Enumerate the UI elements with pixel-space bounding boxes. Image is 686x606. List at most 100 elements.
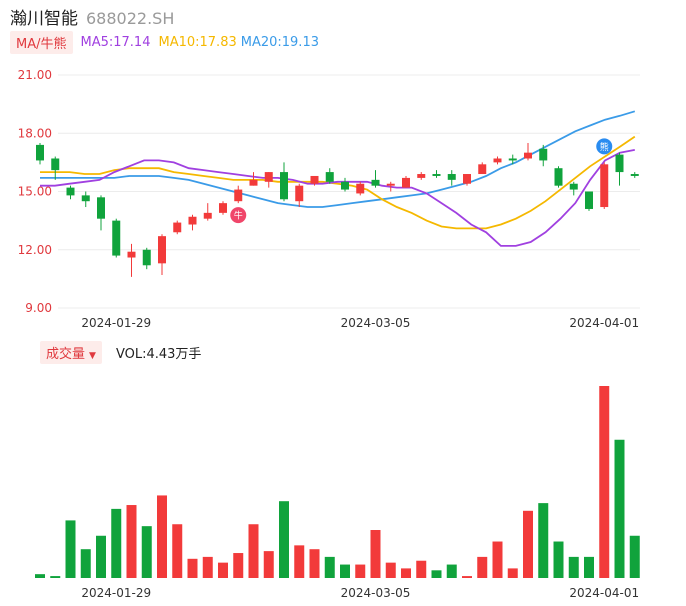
volume-bar	[294, 545, 305, 578]
volume-bar	[385, 562, 396, 578]
candle-body	[386, 183, 395, 186]
candle-body	[142, 249, 151, 266]
candle-body	[66, 187, 75, 196]
candlestick	[585, 191, 593, 211]
volume-bar	[187, 558, 198, 578]
volume-bar	[202, 556, 213, 578]
candlestick	[493, 156, 502, 165]
candlestick	[386, 181, 395, 192]
volume-indicator-label: 成交量	[46, 346, 86, 362]
marker-badge	[230, 207, 247, 224]
ma10-value: MA10:17.83	[158, 34, 237, 50]
signal-markers: 牛熊	[230, 138, 613, 224]
y-tick-label: 9.00	[25, 301, 52, 315]
price-x-axis-labels: 2024-01-29 2024-03-05 2024-04-01	[81, 316, 639, 330]
candle-body	[310, 175, 319, 184]
candlestick	[142, 247, 151, 270]
candle-body	[569, 183, 578, 190]
candle-body	[478, 164, 487, 175]
candlestick	[402, 175, 410, 188]
candle-body	[432, 174, 441, 176]
volume-bar	[65, 520, 76, 578]
candlestick	[356, 181, 365, 196]
candlesticks	[36, 142, 639, 277]
candlestick	[173, 220, 182, 235]
stock-code: 688022.SH	[86, 9, 175, 28]
candlestick	[554, 166, 563, 188]
volume-bar	[50, 576, 61, 578]
volume-bars	[35, 386, 640, 578]
caret-down-icon: ▼	[89, 350, 96, 361]
candle-body	[127, 251, 136, 258]
candle-body	[295, 185, 304, 202]
volume-value: VOL:4.43万手	[115, 346, 202, 362]
candlestick	[36, 142, 44, 165]
candlestick	[371, 170, 380, 188]
volume-bar	[614, 439, 625, 578]
ma20-line	[40, 110, 636, 208]
candle-body	[325, 172, 334, 182]
candlestick	[295, 183, 304, 208]
candlestick	[600, 162, 609, 209]
volume-bar	[279, 501, 289, 578]
candle-body	[371, 179, 380, 186]
candle-body	[219, 203, 227, 213]
x-tick-label: 2024-04-01	[569, 316, 639, 330]
volume-bar	[309, 549, 320, 578]
candle-body	[203, 212, 212, 219]
candlestick	[524, 142, 532, 161]
candlestick	[463, 174, 471, 186]
candle-body	[264, 172, 273, 182]
y-tick-label: 21.00	[18, 68, 52, 82]
volume-bar	[263, 551, 274, 578]
candle-body	[554, 168, 563, 186]
ma-indicator-selector[interactable]: MA/牛熊	[10, 30, 73, 54]
candle-body	[508, 158, 517, 161]
volume-bar	[599, 386, 610, 578]
candlestick	[432, 170, 441, 178]
volume-bar	[96, 535, 106, 578]
volume-bar	[141, 526, 152, 578]
candle-body	[524, 152, 532, 159]
candlestick	[127, 243, 136, 277]
candlestick	[508, 154, 517, 165]
candlestick	[97, 195, 105, 231]
volume-bar	[431, 570, 442, 578]
ma5-line	[40, 149, 635, 247]
candle-body	[615, 154, 624, 173]
candle-body	[97, 197, 105, 219]
marker-label: 牛	[234, 210, 243, 222]
candlestick	[51, 156, 60, 180]
candlestick	[249, 172, 258, 186]
volume-bar	[80, 549, 91, 578]
volume-bar	[553, 541, 564, 578]
ma5-value: MA5:17.14	[80, 34, 151, 50]
candlestick	[325, 168, 334, 184]
x-tick-label: 2024-04-01	[569, 586, 639, 600]
volume-bar	[111, 508, 122, 578]
ma20-value: MA20:19.13	[240, 34, 319, 50]
volume-bar	[218, 562, 228, 578]
ma-legend: MA/牛熊 MA5:17.14 MA10:17.83 MA20:19.13	[10, 30, 319, 54]
price-axis-labels: 21.00 18.00 15.00 12.00 9.00	[18, 68, 52, 315]
x-tick-label: 2024-03-05	[341, 316, 411, 330]
volume-bar	[416, 560, 427, 578]
volume-x-axis-labels: 2024-01-29 2024-03-05 2024-04-01	[81, 586, 639, 600]
marker-label: 熊	[600, 141, 609, 153]
volume-bar	[523, 510, 533, 578]
volume-bar	[507, 568, 518, 578]
stock-name: 瀚川智能	[10, 9, 78, 29]
volume-legend: 成交量 ▼ VOL:4.43万手	[40, 340, 202, 364]
candle-body	[447, 174, 456, 180]
candle-body	[158, 236, 166, 264]
candle-body	[81, 195, 90, 202]
candle-body	[280, 172, 288, 200]
volume-bar	[324, 556, 335, 578]
y-tick-label: 15.00	[18, 185, 52, 199]
candle-body	[249, 179, 258, 186]
x-tick-label: 2024-01-29	[81, 586, 151, 600]
candlestick	[112, 218, 121, 258]
marker-badge	[596, 138, 613, 155]
volume-indicator-selector[interactable]: 成交量 ▼	[40, 340, 102, 364]
